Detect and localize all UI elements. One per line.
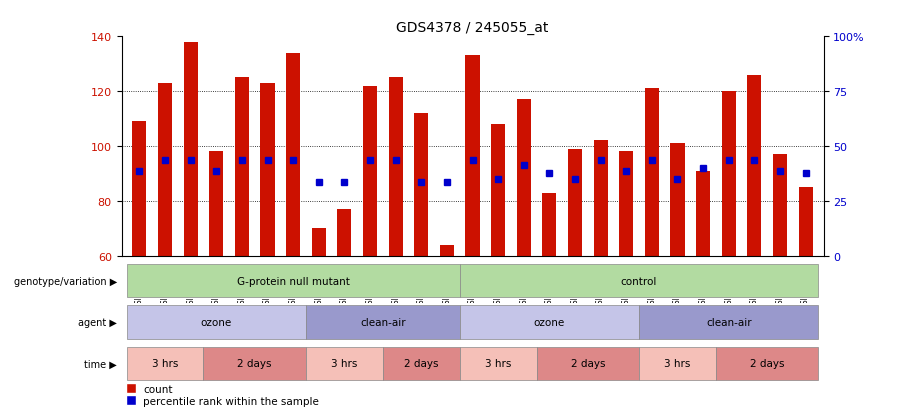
Text: clean-air: clean-air <box>360 317 406 327</box>
Text: agent ▶: agent ▶ <box>78 317 117 327</box>
Bar <box>460 347 536 380</box>
Bar <box>460 264 818 297</box>
Bar <box>798 188 813 256</box>
Bar <box>382 347 460 380</box>
Text: genotype/variation ▶: genotype/variation ▶ <box>14 276 117 286</box>
Bar <box>670 144 685 256</box>
Bar <box>639 347 716 380</box>
Bar <box>594 141 608 256</box>
Bar <box>773 155 787 256</box>
Text: 3 hrs: 3 hrs <box>331 358 357 368</box>
Bar <box>517 100 531 256</box>
Legend: count, percentile rank within the sample: count, percentile rank within the sample <box>127 384 320 406</box>
Bar <box>460 306 639 339</box>
Text: 2 days: 2 days <box>571 358 605 368</box>
Bar <box>286 54 301 256</box>
Bar <box>716 347 818 380</box>
Bar <box>722 92 736 256</box>
Bar <box>414 114 428 256</box>
Bar <box>536 347 639 380</box>
Bar <box>639 306 818 339</box>
Text: ozone: ozone <box>534 317 565 327</box>
Text: 3 hrs: 3 hrs <box>152 358 178 368</box>
Bar <box>389 78 402 256</box>
Bar <box>127 306 306 339</box>
Bar <box>363 86 377 256</box>
Bar <box>747 76 761 256</box>
Bar <box>260 84 274 256</box>
Bar <box>203 347 306 380</box>
Text: ozone: ozone <box>201 317 232 327</box>
Bar <box>543 193 556 256</box>
Title: GDS4378 / 245055_at: GDS4378 / 245055_at <box>396 21 549 35</box>
Bar <box>465 56 480 256</box>
Bar <box>440 245 454 256</box>
Text: control: control <box>621 276 657 286</box>
Bar <box>491 125 505 256</box>
Bar <box>644 89 659 256</box>
Bar <box>158 84 172 256</box>
Bar <box>338 209 351 256</box>
Text: time ▶: time ▶ <box>85 358 117 368</box>
Bar <box>235 78 249 256</box>
Text: clean-air: clean-air <box>706 317 752 327</box>
Bar <box>184 43 198 256</box>
Bar <box>132 122 147 256</box>
Bar <box>568 150 582 256</box>
Bar <box>127 347 203 380</box>
Bar <box>210 152 223 256</box>
Bar <box>306 347 382 380</box>
Bar <box>127 264 460 297</box>
Text: G-protein null mutant: G-protein null mutant <box>237 276 349 286</box>
Bar <box>311 229 326 256</box>
Text: 2 days: 2 days <box>404 358 438 368</box>
Text: 3 hrs: 3 hrs <box>485 358 511 368</box>
Bar <box>696 171 710 256</box>
Bar <box>306 306 460 339</box>
Text: 2 days: 2 days <box>750 358 785 368</box>
Text: 3 hrs: 3 hrs <box>664 358 690 368</box>
Bar <box>619 152 634 256</box>
Text: 2 days: 2 days <box>238 358 272 368</box>
